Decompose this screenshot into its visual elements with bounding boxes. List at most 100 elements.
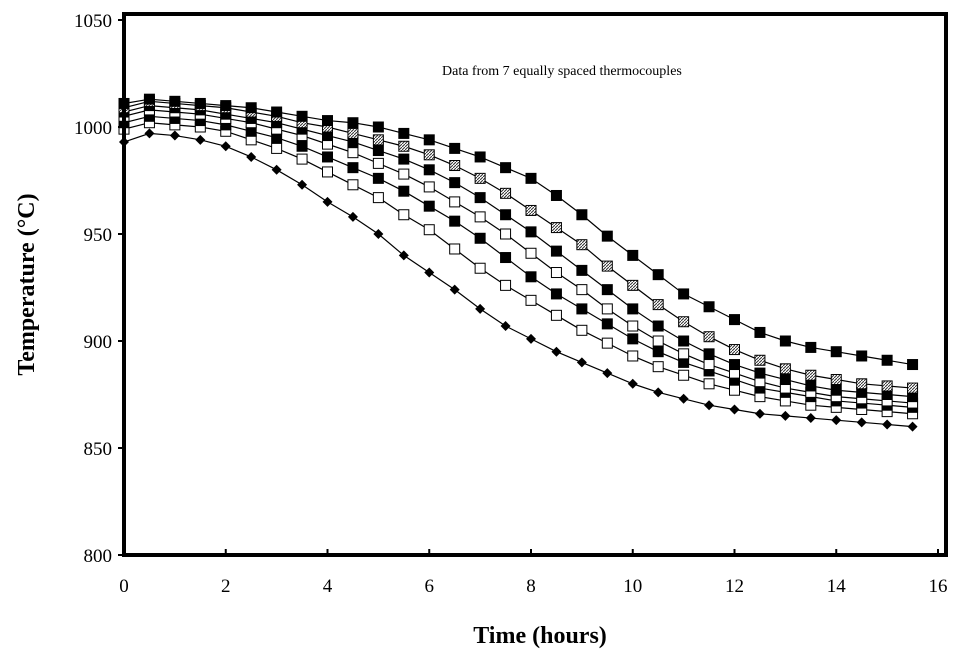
data-point (754, 408, 765, 419)
x-tick-label: 14 (827, 576, 847, 597)
data-point (347, 211, 358, 222)
data-point (678, 288, 690, 300)
data-point (754, 354, 766, 366)
data-point (550, 189, 562, 201)
data-point (729, 344, 740, 356)
data-point (220, 141, 231, 152)
x-tick-label: 0 (119, 576, 129, 597)
data-point (550, 245, 562, 257)
data-point (652, 335, 664, 347)
data-point (601, 318, 613, 330)
data-point (576, 303, 588, 315)
data-point (881, 354, 893, 366)
data-point (576, 357, 587, 368)
series-6 (118, 95, 919, 394)
data-point (881, 380, 893, 392)
data-point (830, 374, 842, 386)
data-point (449, 177, 461, 189)
data-point (703, 359, 715, 371)
chart-annotation: Data from 7 equally spaced thermocouples (442, 64, 682, 79)
data-point (627, 279, 639, 291)
data-point (347, 162, 359, 174)
data-point (703, 331, 715, 343)
data-point (678, 316, 690, 328)
x-tick-label: 6 (425, 576, 435, 597)
data-point (475, 303, 486, 314)
data-point (500, 228, 512, 240)
x-tick-label: 8 (526, 576, 536, 597)
data-point (169, 95, 181, 107)
y-tick-label: 800 (84, 546, 113, 567)
data-point (372, 192, 384, 204)
data-point (550, 309, 562, 321)
data-point (550, 222, 562, 234)
data-point (398, 209, 410, 221)
plot-frame (122, 12, 948, 557)
data-point (576, 284, 588, 296)
series-line (123, 98, 913, 366)
data-point (576, 209, 588, 221)
data-point (678, 393, 689, 404)
data-point (779, 363, 791, 375)
data-point (856, 350, 868, 362)
data-point (372, 145, 384, 157)
data-point (398, 250, 409, 261)
data-point (856, 378, 868, 390)
data-point (500, 209, 512, 221)
data-point (449, 243, 461, 255)
data-point (779, 335, 791, 347)
data-point (551, 346, 562, 357)
data-point (474, 192, 486, 204)
data-point (500, 187, 512, 199)
data-point (424, 267, 435, 278)
data-point (576, 239, 588, 251)
x-axis-title: Time (hours) (473, 623, 607, 649)
data-point (550, 288, 562, 300)
data-point (474, 172, 486, 184)
data-point (525, 247, 537, 259)
data-point (805, 369, 817, 381)
data-point (423, 200, 435, 212)
data-point (246, 151, 257, 162)
data-point (500, 279, 512, 291)
data-point (372, 121, 384, 133)
data-point (296, 110, 308, 122)
data-point (271, 142, 283, 154)
data-point (652, 269, 664, 281)
data-point (220, 100, 232, 112)
data-point (907, 421, 918, 432)
data-point (652, 346, 664, 358)
data-point (602, 368, 613, 379)
data-point (754, 367, 766, 379)
data-point (474, 151, 486, 163)
data-point (347, 127, 359, 139)
data-point (882, 419, 893, 430)
y-tick-label: 1050 (74, 11, 112, 32)
data-point (423, 164, 435, 176)
data-point (830, 346, 842, 358)
series-layer (118, 93, 919, 432)
data-point (653, 387, 664, 398)
ticks-layer: 800 850 900 950 1000 1050 0 2 4 6 8 10 12 14 16 (74, 11, 948, 597)
data-point (423, 181, 435, 193)
y-tick-label: 1000 (74, 118, 112, 139)
x-tick-label: 2 (221, 576, 231, 597)
series-line (123, 132, 913, 428)
data-point (526, 333, 536, 344)
data-point (322, 115, 333, 127)
data-point (678, 335, 690, 347)
data-point (652, 320, 664, 332)
data-point (627, 303, 639, 315)
data-point (729, 384, 740, 396)
data-point (195, 134, 206, 145)
data-point (805, 380, 817, 392)
data-point (423, 149, 435, 161)
data-point (271, 164, 282, 175)
data-point (297, 179, 308, 190)
data-point (779, 374, 791, 386)
data-point (373, 229, 384, 239)
data-point (525, 271, 537, 283)
data-point (322, 166, 333, 178)
series-line (123, 115, 913, 408)
